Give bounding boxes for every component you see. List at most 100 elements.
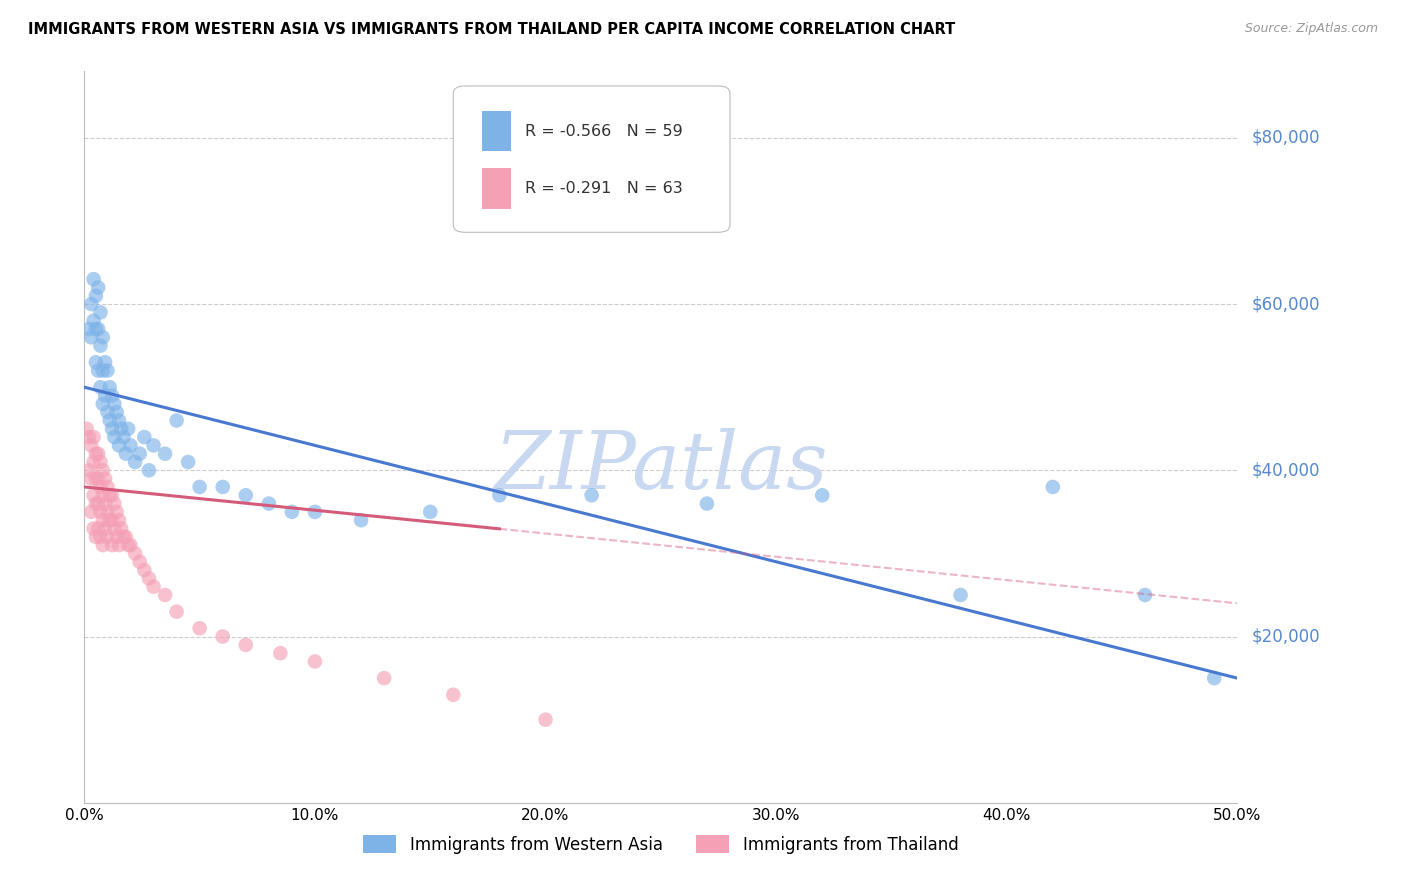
Point	[103, 521, 125, 535]
Point	[134, 430, 156, 444]
Point	[84, 322, 107, 336]
Point	[166, 413, 188, 427]
Point	[1133, 588, 1156, 602]
Point	[134, 563, 156, 577]
Text: Source: ZipAtlas.com: Source: ZipAtlas.com	[1244, 22, 1378, 36]
Point	[91, 488, 114, 502]
Point	[188, 621, 211, 635]
Point	[87, 472, 110, 486]
Bar	[482, 112, 510, 152]
Point	[1042, 480, 1064, 494]
Point	[76, 422, 98, 436]
Text: R = -0.566   N = 59: R = -0.566 N = 59	[524, 124, 682, 139]
Point	[269, 646, 291, 660]
Point	[534, 713, 557, 727]
Point	[103, 430, 125, 444]
Point	[138, 571, 160, 585]
Point	[98, 513, 121, 527]
Point	[83, 455, 105, 469]
Point	[77, 463, 100, 477]
Point	[96, 480, 118, 494]
Point	[142, 438, 165, 452]
Point	[108, 538, 131, 552]
Point	[101, 538, 124, 552]
Point	[94, 472, 117, 486]
Point	[304, 655, 326, 669]
Point	[128, 447, 150, 461]
Text: IMMIGRANTS FROM WESTERN ASIA VS IMMIGRANTS FROM THAILAND PER CAPITA INCOME CORRE: IMMIGRANTS FROM WESTERN ASIA VS IMMIGRAN…	[28, 22, 955, 37]
Point	[128, 555, 150, 569]
Point	[108, 513, 131, 527]
Point	[83, 488, 105, 502]
Point	[177, 455, 200, 469]
Point	[281, 505, 304, 519]
Point	[87, 447, 110, 461]
Point	[105, 505, 128, 519]
Point	[138, 463, 160, 477]
Point	[84, 530, 107, 544]
Point	[124, 546, 146, 560]
Point	[110, 422, 132, 436]
Text: $60,000: $60,000	[1251, 295, 1320, 313]
Point	[87, 322, 110, 336]
Point	[80, 472, 103, 486]
Point	[83, 521, 105, 535]
Point	[1204, 671, 1226, 685]
Text: $20,000: $20,000	[1251, 628, 1320, 646]
Point	[235, 488, 257, 502]
Point	[84, 355, 107, 369]
Point	[211, 480, 233, 494]
Point	[83, 272, 105, 286]
Point	[949, 588, 972, 602]
Point	[188, 480, 211, 494]
Point	[115, 530, 138, 544]
Point	[87, 521, 110, 535]
Point	[105, 405, 128, 419]
Point	[142, 580, 165, 594]
Point	[91, 363, 114, 377]
Point	[87, 280, 110, 294]
Point	[235, 638, 257, 652]
Point	[83, 314, 105, 328]
Point	[77, 322, 100, 336]
Bar	[482, 169, 510, 209]
Point	[112, 430, 135, 444]
Point	[120, 438, 142, 452]
Point	[96, 363, 118, 377]
Text: ZIPatlas: ZIPatlas	[494, 427, 828, 505]
Point	[89, 530, 111, 544]
Point	[80, 505, 103, 519]
Text: $40,000: $40,000	[1251, 461, 1320, 479]
Point	[84, 497, 107, 511]
FancyBboxPatch shape	[453, 86, 730, 232]
Point	[89, 338, 111, 352]
Text: R = -0.291   N = 63: R = -0.291 N = 63	[524, 181, 682, 196]
Point	[89, 505, 111, 519]
Point	[105, 530, 128, 544]
Point	[98, 380, 121, 394]
Point	[257, 497, 280, 511]
Point	[96, 505, 118, 519]
Point	[89, 380, 111, 394]
Point	[89, 480, 111, 494]
Point	[488, 488, 510, 502]
Point	[211, 630, 233, 644]
Point	[108, 413, 131, 427]
Point	[91, 397, 114, 411]
Point	[91, 538, 114, 552]
Point	[94, 388, 117, 402]
Point	[112, 530, 135, 544]
Point	[77, 430, 100, 444]
Point	[696, 497, 718, 511]
Point	[101, 388, 124, 402]
Point	[94, 497, 117, 511]
Point	[117, 538, 139, 552]
Point	[110, 521, 132, 535]
Point	[124, 455, 146, 469]
Point	[84, 289, 107, 303]
Point	[91, 330, 114, 344]
Point	[120, 538, 142, 552]
Point	[91, 513, 114, 527]
Point	[83, 430, 105, 444]
Point	[419, 505, 441, 519]
